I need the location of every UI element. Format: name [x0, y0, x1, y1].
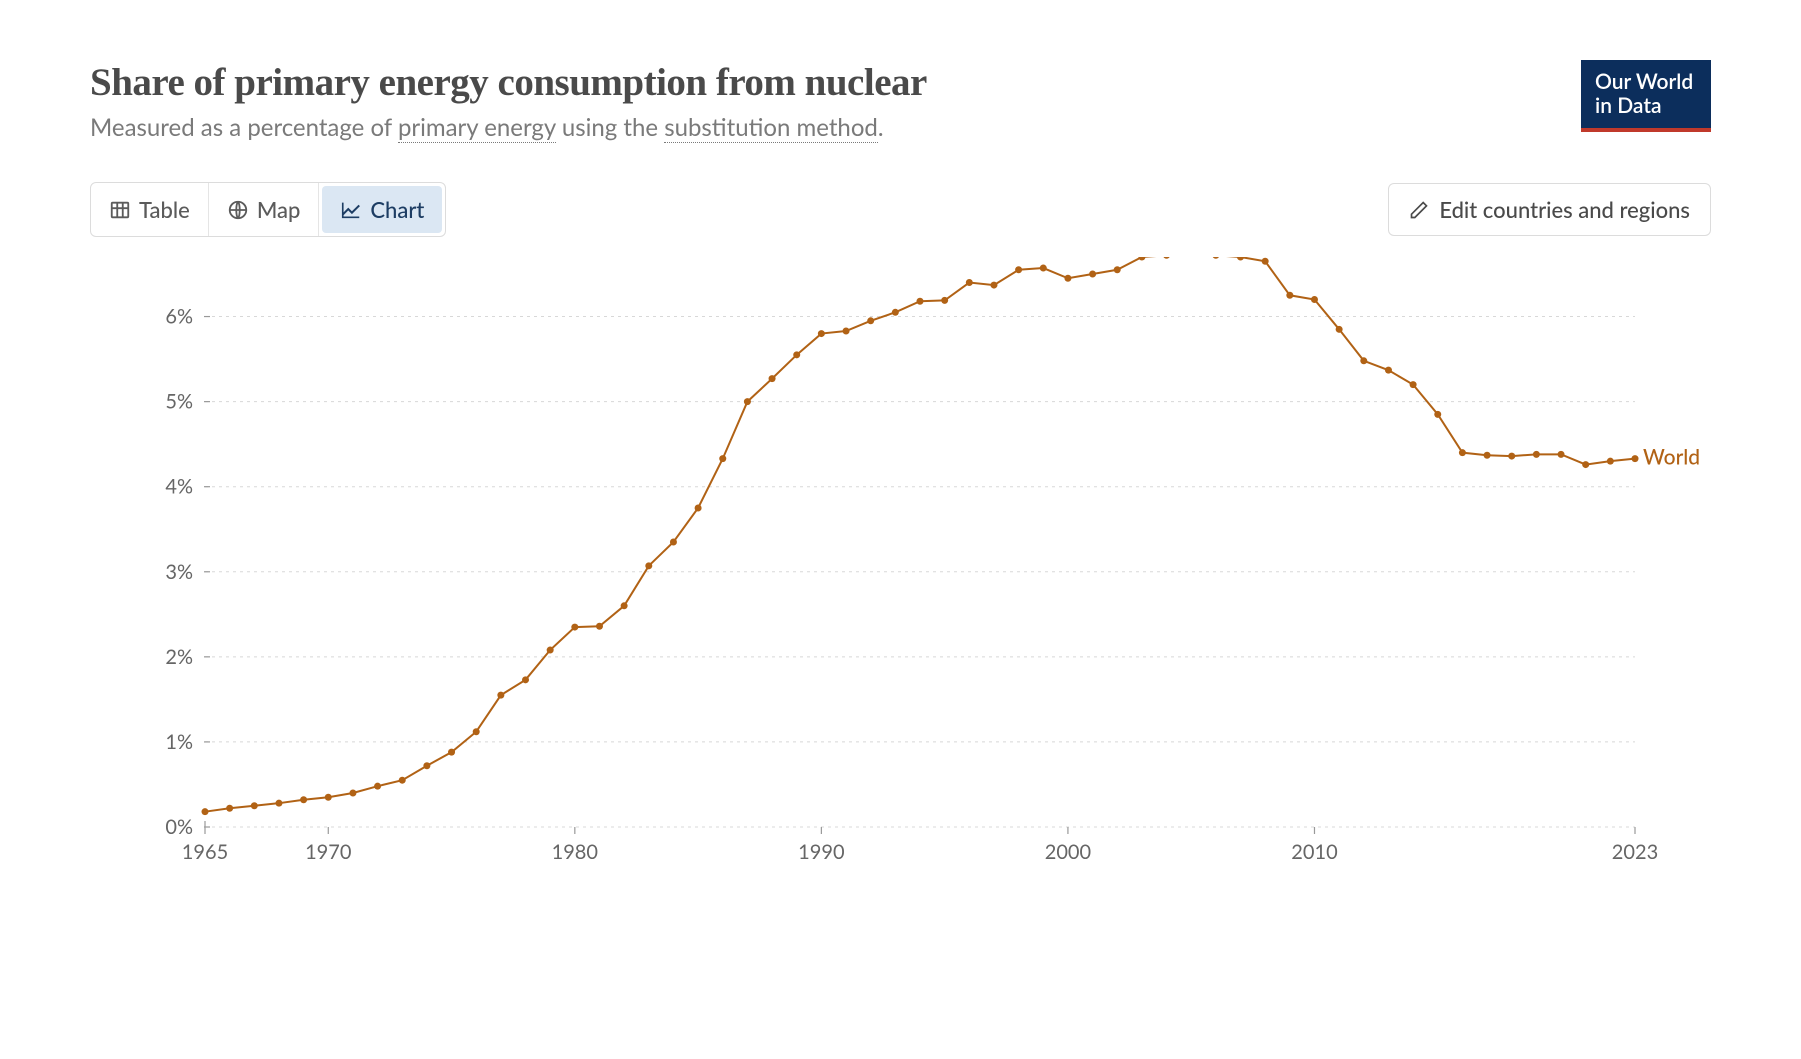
edit-button-label: Edit countries and regions	[1439, 196, 1690, 223]
line-chart-svg: 0% 1% 2% 3% 4% 5% 6% 1965 1970 1980 1990 2000 2010 20…	[90, 257, 1725, 877]
subtitle-text: using the	[556, 113, 665, 142]
globe-icon	[227, 199, 249, 221]
svg-text:1990: 1990	[798, 840, 844, 864]
svg-text:2010: 2010	[1291, 840, 1337, 864]
subtitle-text: .	[878, 113, 884, 142]
tab-table[interactable]: Table	[91, 183, 209, 236]
subtitle-text: Measured as a percentage of	[90, 113, 398, 142]
chart-icon	[340, 199, 362, 221]
svg-text:1980: 1980	[552, 840, 598, 864]
svg-text:3%: 3%	[165, 560, 193, 584]
tab-label: Map	[257, 196, 301, 223]
chart-plot-area: 0% 1% 2% 3% 4% 5% 6% 1965 1970 1980 1990 2000 2010 20…	[90, 257, 1711, 881]
chart-subtitle: Measured as a percentage of primary ener…	[90, 113, 1581, 142]
svg-text:0%: 0%	[165, 815, 193, 839]
svg-text:1965: 1965	[182, 840, 228, 864]
svg-text:2%: 2%	[165, 645, 193, 669]
svg-text:6%: 6%	[165, 305, 193, 329]
primary-energy-link[interactable]: primary energy	[398, 113, 556, 143]
table-icon	[109, 199, 131, 221]
svg-text:1%: 1%	[165, 730, 193, 754]
edit-countries-button[interactable]: Edit countries and regions	[1388, 183, 1711, 236]
tab-label: Table	[139, 196, 190, 223]
owid-logo: Our World in Data	[1581, 60, 1711, 132]
logo-line: Our World	[1595, 70, 1697, 94]
series-label: World	[1643, 445, 1700, 470]
view-tabs: Table Map Chart	[90, 182, 446, 237]
svg-text:2000: 2000	[1045, 840, 1091, 864]
svg-text:2023: 2023	[1612, 840, 1658, 864]
svg-text:5%: 5%	[165, 390, 193, 414]
tab-label: Chart	[370, 196, 424, 223]
chart-title: Share of primary energy consumption from…	[90, 60, 1581, 105]
logo-line: in Data	[1595, 94, 1697, 118]
pencil-icon	[1409, 200, 1429, 220]
tab-map[interactable]: Map	[209, 183, 320, 236]
svg-text:4%: 4%	[165, 475, 193, 499]
tab-chart[interactable]: Chart	[322, 186, 442, 233]
svg-text:1970: 1970	[305, 840, 351, 864]
substitution-method-link[interactable]: substitution method	[664, 113, 878, 143]
